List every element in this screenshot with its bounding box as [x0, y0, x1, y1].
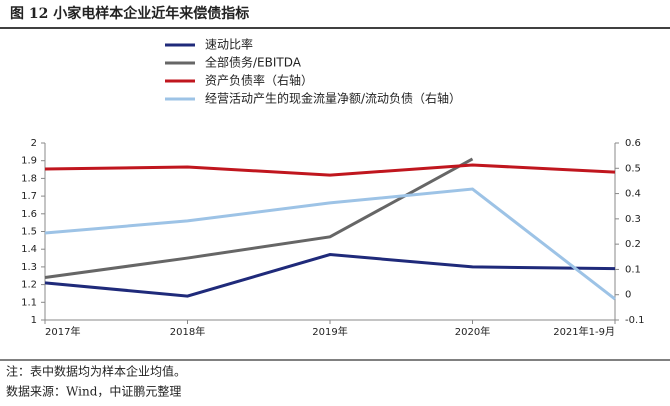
x-tick-label: 2017年 [45, 325, 80, 338]
x-tick-label: 2018年 [170, 325, 205, 338]
series-line [44, 252, 616, 298]
y-tick-label: 1.6 [21, 209, 37, 220]
chart-title: 图 12 小家电样本企业近年来偿债指标 [10, 5, 249, 22]
y-tick-label: 2 [31, 138, 37, 149]
y2-tick-label: 0.4 [625, 189, 641, 200]
y-tick-label: 1.4 [21, 244, 37, 255]
legend-label: 全部债务/EBITDA [205, 55, 302, 70]
x-tick-label: 2020年 [455, 325, 490, 338]
y2-tick-label: 0.2 [625, 239, 641, 250]
y-tick-label: 1.2 [21, 280, 37, 291]
y2-tick-label: 0 [625, 290, 631, 301]
y-tick-label: 1 [31, 315, 37, 326]
y2-tick-label: 0.6 [625, 138, 641, 149]
y2-tick-label: 0.3 [625, 214, 641, 225]
note: 注：表中数据均为样本企业均值。 [6, 364, 186, 379]
x-tick-label: 2019年 [312, 325, 347, 338]
y-tick-label: 1.5 [21, 227, 37, 238]
y-tick-label: 1.3 [21, 262, 37, 273]
source: 数据来源：Wind，中证鹏元整理 [6, 384, 181, 399]
x-tick-label: 2021年1-9月 [553, 325, 615, 338]
legend-label: 资产负债率（右轴） [205, 73, 313, 88]
y-tick-label: 1.7 [21, 191, 37, 202]
legend-label: 经营活动产生的现金流量净额/流动负债（右轴） [205, 91, 461, 106]
y-tick-label: 1.8 [21, 173, 37, 184]
legend-label: 速动比率 [205, 37, 253, 52]
y-tick-label: 1.9 [21, 156, 37, 167]
series-line [44, 163, 616, 177]
series-line [44, 157, 474, 280]
y2-tick-label: 0.5 [625, 163, 641, 174]
y2-tick-label: 0.1 [625, 264, 641, 275]
y-tick-label: 1.1 [21, 297, 37, 308]
y2-tick-label: -0.1 [625, 315, 645, 326]
series-line [44, 187, 616, 301]
